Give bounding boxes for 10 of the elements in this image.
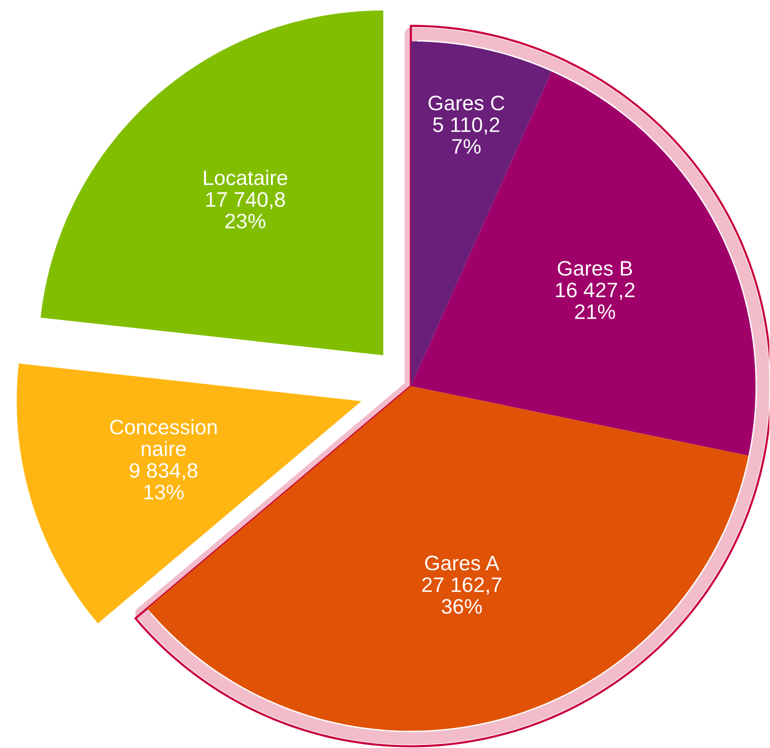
- data-label: 27 162,7 36%: [422, 577, 502, 614]
- slice-label: Gares B: [558, 260, 632, 276]
- data-label: 17 740,8 23%: [206, 192, 285, 229]
- data-label: 9 834,8 13%: [130, 463, 198, 500]
- data-label: 16 427,2 21%: [556, 282, 634, 319]
- slice-label: Gares A: [425, 556, 500, 570]
- slice-label: Gares C: [428, 96, 504, 110]
- slice-label: Locataire: [204, 170, 288, 186]
- slice-label: Concession naire: [110, 419, 217, 456]
- data-label: 5 110,2 7%: [433, 117, 500, 154]
